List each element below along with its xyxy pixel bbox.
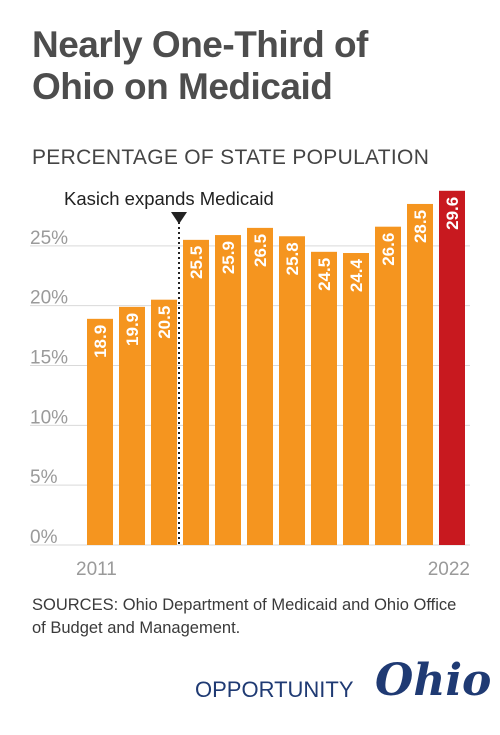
bars [87, 190, 465, 546]
y-tick-label: 25% [30, 228, 68, 249]
logo-opportunity-text: OPPORTUNITY [195, 677, 354, 702]
x-tick-label-first: 2011 [76, 559, 117, 580]
annotation: Kasich expands Medicaid [64, 188, 274, 545]
bar [311, 251, 337, 546]
y-tick-label: 20% [30, 288, 68, 309]
annotation-label: Kasich expands Medicaid [64, 188, 274, 209]
bar-chart: 0% 5% 10% 15% 20% 25% 18.9 19.9 20.5 25.5 25.9 26.… [30, 188, 470, 580]
bar [215, 235, 241, 545]
y-tick-label: 0% [30, 527, 58, 548]
sources-note: SOURCES: Ohio Department of Medicaid and… [32, 596, 457, 637]
bar [183, 239, 209, 545]
logo-ohio-script: Ohio [375, 655, 492, 706]
y-tick-label: 5% [30, 467, 58, 488]
bar-value-label: 19.9 [123, 313, 142, 346]
annotation-arrow [171, 212, 187, 224]
bar [151, 299, 177, 545]
bar-value-label: 24.5 [315, 258, 334, 291]
x-tick-label-last: 2022 [428, 559, 470, 580]
bar-value-labels: 18.9 19.9 20.5 25.5 25.9 26.5 25.8 24.5 24.4 26.6… [91, 197, 462, 358]
chart-title-line-1: Nearly One-Third of [32, 24, 368, 65]
bar [375, 226, 401, 546]
bar-value-label: 25.9 [219, 241, 238, 274]
bar-value-label: 18.9 [91, 325, 110, 358]
bar-value-label: 26.6 [379, 233, 398, 266]
bar-value-label: 29.6 [443, 197, 462, 230]
bar-value-label: 25.5 [187, 246, 206, 279]
bar-value-label: 28.5 [411, 210, 430, 243]
bar-value-label: 25.8 [283, 242, 302, 275]
bar-value-label: 20.5 [155, 306, 174, 339]
bar [439, 190, 465, 545]
bar [407, 203, 433, 545]
chart-title-line-2: Ohio on Medicaid [32, 66, 333, 107]
opportunity-ohio-logo: OPPORTUNITY Ohio [195, 655, 491, 715]
bar-value-label: 24.4 [347, 258, 366, 292]
chart-title: Nearly One-Third of Ohio on Medicaid [32, 24, 472, 108]
bar [279, 236, 305, 545]
x-axis-ticks: 2011 2022 [76, 559, 470, 580]
chart-subtitle: PERCENTAGE OF STATE POPULATION [32, 146, 430, 169]
bar [87, 318, 113, 545]
bar [247, 227, 273, 545]
y-axis-ticks: 0% 5% 10% 15% 20% 25% [30, 228, 68, 548]
y-tick-label: 15% [30, 348, 68, 369]
bar [343, 253, 369, 545]
bar-value-label: 26.5 [251, 234, 270, 267]
bar [119, 306, 145, 545]
y-tick-label: 10% [30, 407, 68, 428]
